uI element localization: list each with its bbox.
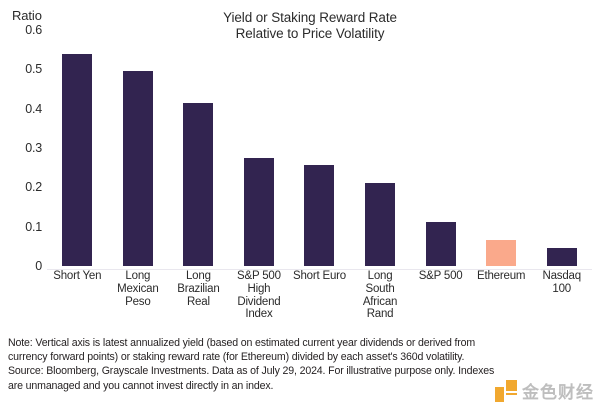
bar[interactable] <box>243 157 274 266</box>
x-axis-category-label: Long South African Rand <box>350 270 411 321</box>
footnote: Note: Vertical axis is latest annualized… <box>8 336 596 393</box>
bar-slot <box>531 30 592 266</box>
chart-title-line-1: Yield or Staking Reward Rate <box>223 10 397 25</box>
x-axis-category-label: Short Euro <box>289 270 350 283</box>
x-axis-category-label: Long Mexican Peso <box>108 270 169 308</box>
bar-slot <box>410 30 471 266</box>
y-tick-label: 0.1 <box>25 219 42 234</box>
category-label-line: 100 <box>552 282 571 295</box>
plot-area <box>47 30 592 270</box>
watermark-text: 金色财经 <box>522 383 594 403</box>
category-label-line: Mexican <box>117 282 159 295</box>
category-label-line: Long <box>367 270 393 282</box>
y-tick-label: 0.4 <box>25 101 42 116</box>
category-label-line: High <box>247 282 271 295</box>
watermark: 金色财经 <box>495 378 594 403</box>
bars-layer <box>47 30 592 266</box>
y-tick-label: 0.5 <box>25 62 42 77</box>
category-label-line: Real <box>186 295 210 308</box>
bar[interactable] <box>122 71 153 266</box>
y-tick-label: 0.6 <box>25 23 42 37</box>
y-tick-label: 0.3 <box>25 141 42 155</box>
x-axis-line <box>47 269 592 270</box>
bar[interactable] <box>365 183 396 266</box>
footnote-line-2: currency forward points) or staking rewa… <box>8 351 465 364</box>
bar-slot <box>229 30 290 266</box>
category-label-line: Long <box>185 270 211 282</box>
bar-slot <box>168 30 229 266</box>
chart-title: Yield or Staking Reward Rate Relative to… <box>160 10 460 42</box>
bar-slot <box>289 30 350 266</box>
category-label-line: Long <box>125 270 151 282</box>
category-label-line: Nasdaq <box>542 270 581 282</box>
bar[interactable] <box>486 240 517 266</box>
bar[interactable] <box>62 53 93 266</box>
category-label-line: Ethereum <box>477 270 526 282</box>
x-axis-category-label: S&P 500 High Dividend Index <box>229 270 290 321</box>
bar[interactable] <box>425 221 456 266</box>
footnote-line-4: are unmanaged and you cannot invest dire… <box>8 379 274 392</box>
bar-slot <box>350 30 411 266</box>
category-label-line: Rand <box>366 308 394 321</box>
category-label-line: Peso <box>125 295 151 308</box>
category-label-line: Short Euro <box>293 270 346 282</box>
bar[interactable] <box>304 164 335 266</box>
footnote-line-3: Source: Bloomberg, Grayscale Investments… <box>8 365 495 378</box>
bar-slot <box>47 30 108 266</box>
category-label-line: African <box>362 295 398 308</box>
category-label-line: S&P 500 <box>418 270 463 282</box>
bar[interactable] <box>183 102 214 266</box>
jinse-logo-icon <box>495 379 517 402</box>
category-label-line: S&P 500 <box>237 270 281 282</box>
y-tick-label: 0.2 <box>25 180 42 195</box>
x-axis-category-labels: Short Yen Long Mexican Peso Long Brazilian Rea… <box>47 270 592 332</box>
x-axis-category-label: Ethereum <box>471 270 532 283</box>
x-axis-category-label: Long Brazilian Real <box>168 270 229 308</box>
chart-title-line-2: Relative to Price Volatility <box>235 26 385 41</box>
category-label-line: South <box>365 282 395 295</box>
y-tick-label: 0 <box>35 259 42 273</box>
category-label-line: Short Yen <box>53 270 102 282</box>
bar-slot <box>108 30 169 266</box>
category-label-line: Dividend <box>237 295 281 308</box>
category-label-line: Index <box>245 308 273 321</box>
y-axis-title: Ratio <box>12 8 42 23</box>
x-axis-category-label: Nasdaq 100 <box>531 270 592 296</box>
bar-slot <box>471 30 532 266</box>
category-label-line: Brazilian <box>177 282 220 295</box>
x-axis-category-label: S&P 500 <box>410 270 471 283</box>
y-axis-ticks: 0.6 0.5 0.4 0.3 0.2 0.1 0 <box>0 23 42 273</box>
x-axis-category-label: Short Yen <box>47 270 108 283</box>
footnote-line-1: Note: Vertical axis is latest annualized… <box>8 337 476 349</box>
bar[interactable] <box>546 247 577 266</box>
